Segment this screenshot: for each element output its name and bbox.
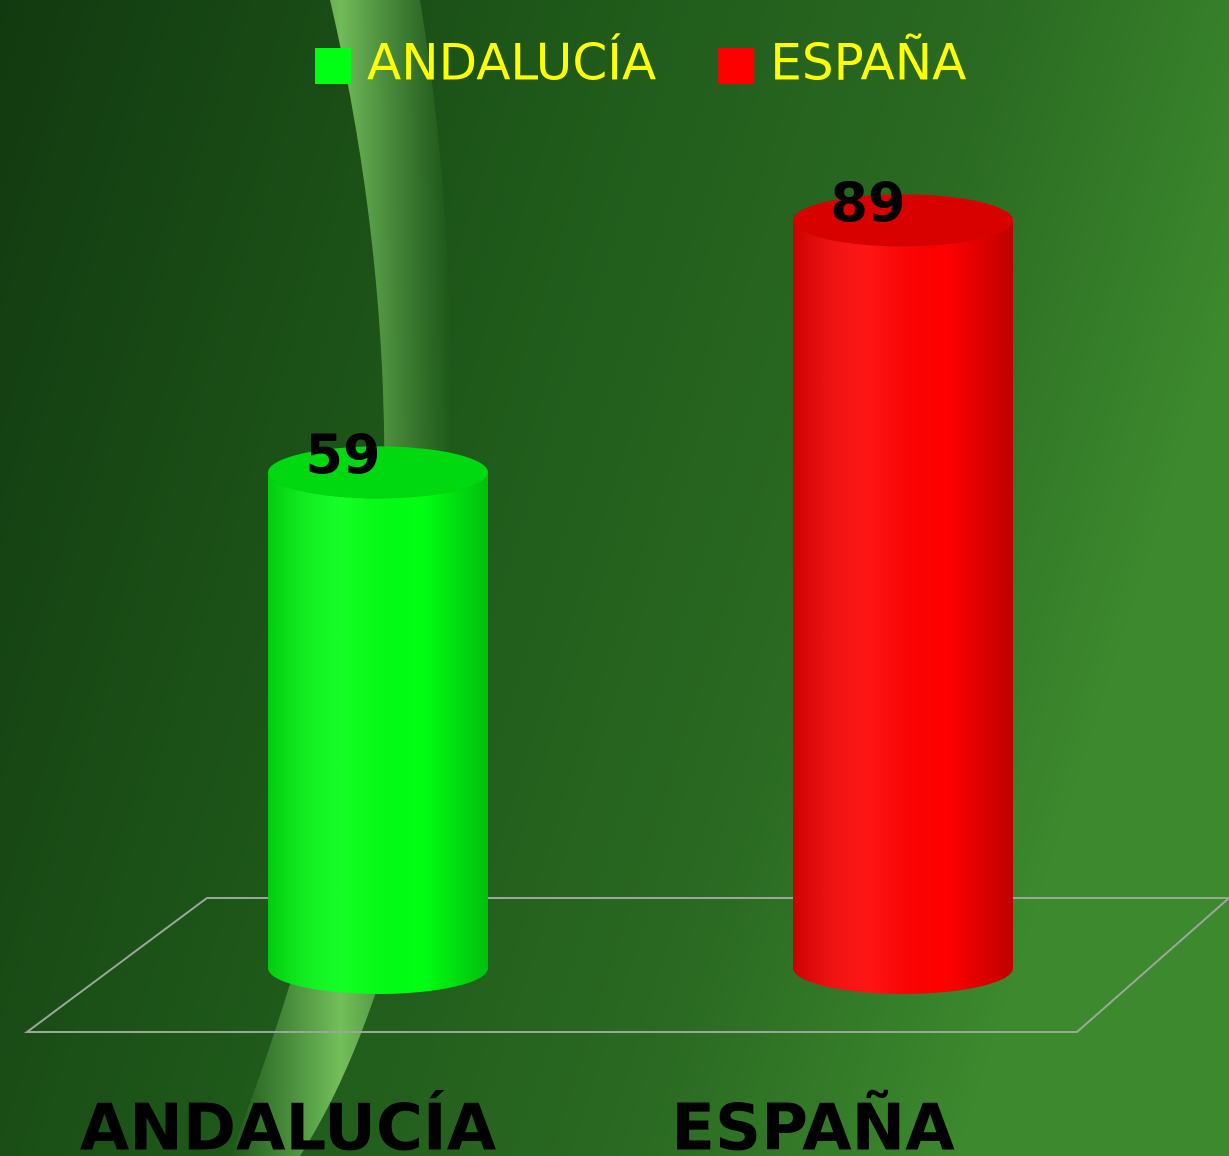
x-tick-label: ANDALUCÍA <box>80 1090 497 1156</box>
background <box>0 0 1229 1156</box>
data-label: 59 <box>305 423 380 486</box>
chart: ANDALUCÍA ESPAÑA ANDALUCÍA ESPAÑA 59 89 <box>0 0 1229 1156</box>
bar-shading <box>793 220 1013 994</box>
legend-label: ESPAÑA <box>770 34 966 92</box>
legend-swatch <box>718 48 754 84</box>
data-label: 89 <box>830 171 905 234</box>
bar-shading <box>268 472 488 994</box>
page: {"chart_data": {"type": "bar3d", "catego… <box>0 0 1229 1156</box>
legend: ANDALUCÍA ESPAÑA <box>315 33 966 92</box>
legend-label: ANDALUCÍA <box>367 33 656 92</box>
x-tick-label: ESPAÑA <box>671 1090 955 1156</box>
legend-swatch <box>315 48 351 84</box>
